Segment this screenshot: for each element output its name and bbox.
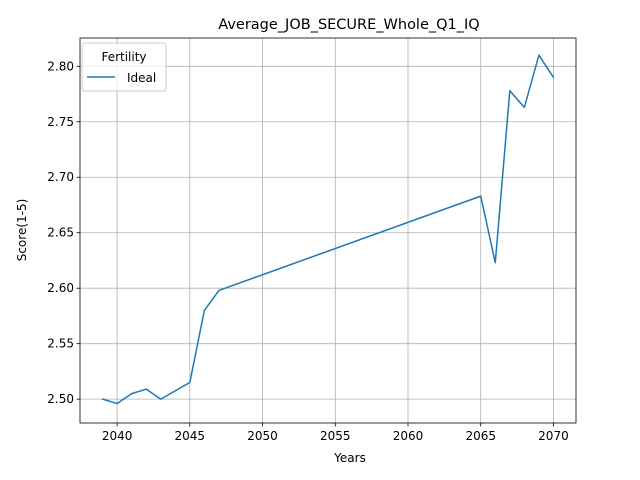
legend-box bbox=[81, 42, 167, 92]
y-tick-label: 2.55 bbox=[47, 337, 74, 351]
x-tick-label: 2065 bbox=[465, 429, 496, 443]
y-tick-label: 2.70 bbox=[47, 170, 74, 184]
x-tick-label: 2045 bbox=[175, 429, 206, 443]
y-tick-label: 2.80 bbox=[47, 59, 74, 73]
y-axis-ticks: 2.50 2.55 2.60 2.65 2.70 2.75 2.80 bbox=[47, 59, 80, 406]
x-axis-ticks: 2040 2045 2050 2055 2060 2065 2070 bbox=[102, 423, 569, 443]
x-tick-label: 2040 bbox=[102, 429, 133, 443]
x-axis-label: Years bbox=[333, 451, 366, 465]
grid bbox=[80, 38, 576, 423]
y-tick-label: 2.60 bbox=[47, 281, 74, 295]
series-layer bbox=[101, 54, 555, 405]
chart-title: Average_JOB_SECURE_Whole_Q1_IQ bbox=[218, 17, 479, 33]
y-tick-label: 2.50 bbox=[47, 392, 74, 406]
legend-label-ideal: Ideal bbox=[127, 71, 156, 85]
plot-background bbox=[80, 38, 576, 423]
plot-frame bbox=[79, 37, 577, 424]
x-tick-label: 2050 bbox=[247, 429, 278, 443]
x-tick-label: 2060 bbox=[393, 429, 424, 443]
y-tick-label: 2.65 bbox=[47, 226, 74, 240]
series-line-ideal bbox=[101, 54, 555, 405]
legend: Fertility Ideal bbox=[81, 42, 167, 92]
legend-title: Fertility bbox=[101, 50, 146, 64]
x-tick-label: 2055 bbox=[320, 429, 351, 443]
y-tick-label: 2.75 bbox=[47, 115, 74, 129]
y-axis-label: Score(1-5) bbox=[15, 199, 29, 262]
x-tick-label: 2070 bbox=[538, 429, 569, 443]
